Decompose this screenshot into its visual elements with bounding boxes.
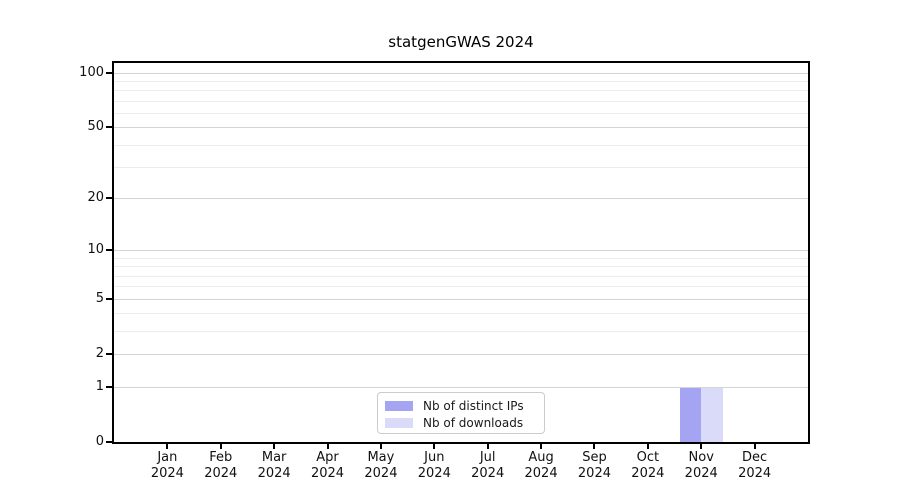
x-tick <box>700 444 703 449</box>
x-tick-label: Oct 2024 <box>608 450 688 482</box>
gridline-minor <box>114 313 808 315</box>
gridline-major <box>114 72 808 74</box>
x-tick <box>486 444 489 449</box>
y-tick-label: 10 <box>87 242 104 258</box>
y-tick-label: 0 <box>95 434 104 449</box>
x-tick-label: Aug 2024 <box>501 450 581 482</box>
x-tick-label-month: Dec <box>742 450 768 465</box>
gridline-minor <box>114 90 808 92</box>
x-tick-label: Dec 2024 <box>715 450 795 482</box>
y-tick-label: 20 <box>87 190 104 206</box>
x-tick-label-month: Jul <box>479 450 496 465</box>
x-tick-label-year: 2024 <box>204 466 238 481</box>
x-tick <box>433 444 436 449</box>
x-tick-label-year: 2024 <box>471 466 505 481</box>
x-tick-label-month: Aug <box>528 450 554 465</box>
y-tick <box>106 353 112 356</box>
plot-inner <box>114 63 808 442</box>
x-tick-label-month: Mar <box>261 450 287 465</box>
x-tick <box>593 444 596 449</box>
x-tick-label-year: 2024 <box>577 466 611 481</box>
gridline-major <box>114 298 808 300</box>
x-tick-label-year: 2024 <box>417 466 451 481</box>
x-tick-label-year: 2024 <box>257 466 291 481</box>
x-tick-label-year: 2024 <box>684 466 718 481</box>
x-tick-label-year: 2024 <box>310 466 345 481</box>
x-tick <box>166 444 169 449</box>
gridline-minor <box>114 144 808 146</box>
y-tick-label: 100 <box>79 64 104 80</box>
x-tick-label-year: 2024 <box>364 466 398 481</box>
x-tick-label: Jul 2024 <box>448 450 528 482</box>
gridline-minor <box>114 100 808 102</box>
x-tick-label-month: Oct <box>636 450 660 465</box>
x-tick <box>379 444 382 449</box>
x-tick <box>646 444 649 449</box>
gridline-minor <box>114 81 808 83</box>
y-tick <box>106 385 112 388</box>
x-tick-label: Nov 2024 <box>661 450 741 482</box>
y-tick <box>106 71 112 74</box>
gridline-minor <box>114 266 808 268</box>
gridline-major <box>114 127 808 129</box>
y-tick <box>106 441 112 443</box>
x-tick-label-month: Apr <box>316 450 339 465</box>
y-tick-label: 5 <box>95 290 104 306</box>
x-tick-label-month: May <box>367 450 395 465</box>
x-tick-label: Sep 2024 <box>554 450 634 482</box>
x-tick-label: Mar 2024 <box>234 450 314 482</box>
legend: Nb of distinct IPs Nb of downloads <box>377 392 545 434</box>
x-tick-label-month: Feb <box>209 450 233 465</box>
legend-item-distinct-ips: Nb of distinct IPs <box>385 397 536 414</box>
x-tick-label: Jan 2024 <box>127 450 207 482</box>
x-tick <box>273 444 276 449</box>
legend-label-distinct-ips: Nb of distinct IPs <box>423 398 524 413</box>
x-tick-label-month: Jun <box>424 450 445 465</box>
plot-area: Nb of distinct IPs Nb of downloads <box>112 61 810 444</box>
y-tick-label: 50 <box>87 119 104 135</box>
gridline-minor <box>114 167 808 169</box>
gridline-minor <box>114 257 808 259</box>
x-tick <box>326 444 329 449</box>
x-tick-label: Jun 2024 <box>394 450 474 482</box>
chart-title: statgenGWAS 2024 <box>388 33 534 51</box>
x-tick-label-year: 2024 <box>738 466 772 481</box>
x-tick <box>540 444 543 449</box>
gridline-major <box>114 386 808 388</box>
gridline-major <box>114 250 808 252</box>
legend-item-downloads: Nb of downloads <box>385 414 536 431</box>
y-tick-label: 2 <box>95 346 104 362</box>
y-tick <box>106 249 112 252</box>
bar-downloads <box>701 386 723 442</box>
legend-swatch-distinct-ips <box>385 400 413 411</box>
y-tick <box>106 126 112 129</box>
legend-label-downloads: Nb of downloads <box>423 415 524 430</box>
x-tick-label-year: 2024 <box>631 466 665 481</box>
gridline-minor <box>114 286 808 288</box>
gridline-minor <box>114 113 808 115</box>
legend-swatch-downloads <box>385 417 413 428</box>
x-tick-label-month: Jan <box>157 450 178 465</box>
x-tick-label: Apr 2024 <box>288 450 368 482</box>
gridline-minor <box>114 331 808 333</box>
gridline-major <box>114 198 808 200</box>
x-tick-label-month: Sep <box>582 450 607 465</box>
x-tick-label-year: 2024 <box>150 466 184 481</box>
bar-distinct-ips <box>679 386 702 442</box>
y-tick-label: 1 <box>95 378 104 394</box>
x-tick-label-month: Nov <box>688 450 714 465</box>
gridline-minor <box>114 275 808 277</box>
y-tick <box>106 197 112 200</box>
y-tick <box>106 297 112 300</box>
gridline-major <box>114 354 808 356</box>
x-tick <box>753 444 756 449</box>
x-tick-label-year: 2024 <box>524 466 558 481</box>
x-tick-label: May 2024 <box>341 450 421 482</box>
x-tick <box>219 444 222 449</box>
x-tick-label: Feb 2024 <box>181 450 261 482</box>
